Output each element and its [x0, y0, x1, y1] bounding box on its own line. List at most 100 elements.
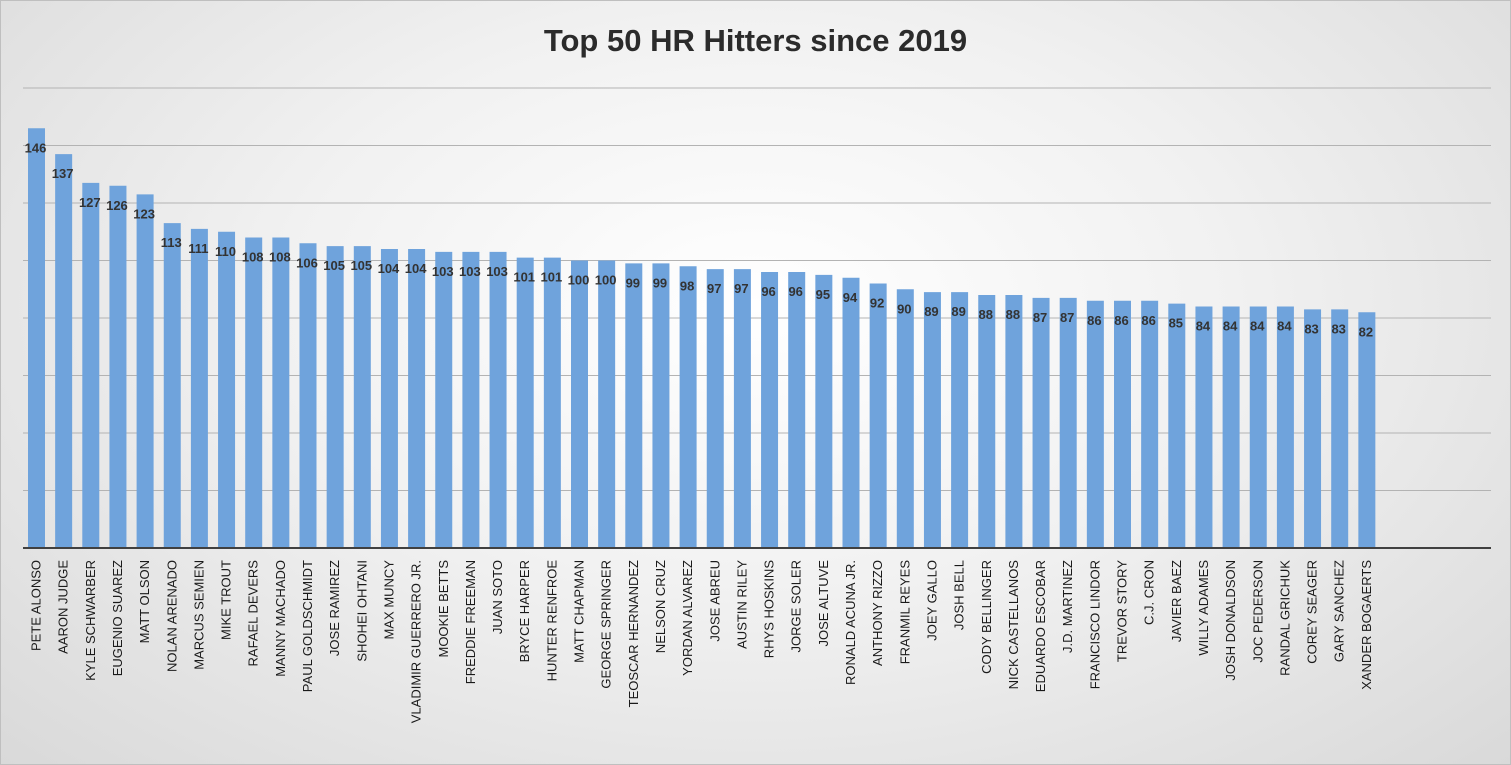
bar [625, 263, 643, 548]
x-tick-label: JUAN SOTO [490, 560, 505, 634]
bar [190, 228, 208, 548]
data-label: 146 [25, 140, 47, 155]
bar [1222, 306, 1240, 548]
bar [272, 237, 290, 548]
x-tick-label: RHYS HOSKINS [762, 560, 777, 659]
bar [380, 249, 398, 548]
bar [598, 260, 616, 548]
x-tick-label: COREY SEAGER [1305, 560, 1320, 664]
bar [1358, 312, 1376, 548]
data-label: 87 [1060, 310, 1074, 325]
data-label: 84 [1223, 319, 1238, 334]
data-label: 105 [323, 258, 345, 273]
x-tick-label: MIKE TROUT [219, 560, 234, 640]
bar [652, 263, 670, 548]
chart-title: Top 50 HR Hitters since 2019 [543, 23, 968, 58]
x-tick-label: TEOSCAR HERNANDEZ [626, 560, 641, 707]
data-label: 103 [432, 264, 454, 279]
bar [869, 283, 887, 548]
bar [55, 154, 73, 548]
data-label: 103 [486, 264, 508, 279]
x-tick-label: MANNY MACHADO [273, 560, 288, 677]
bar [978, 295, 996, 548]
data-label: 87 [1033, 310, 1047, 325]
bar [815, 274, 833, 548]
x-tick-label: FREDDIE FREEMAN [463, 560, 478, 684]
data-label: 96 [761, 284, 775, 299]
data-label: 92 [870, 296, 884, 311]
bar [1195, 306, 1213, 548]
data-label: 85 [1169, 316, 1183, 331]
data-label: 113 [161, 235, 182, 250]
x-tick-label: CODY BELLINGER [979, 560, 994, 674]
data-label: 100 [568, 273, 590, 288]
x-tick-label: PETE ALONSO [29, 560, 44, 651]
x-tick-label: FRANCISCO LINDOR [1087, 560, 1102, 689]
x-tick-label: FRANMIL REYES [897, 560, 912, 665]
data-label: 101 [540, 270, 562, 285]
data-label: 90 [897, 301, 911, 316]
bar [435, 251, 453, 548]
data-label: 104 [378, 261, 400, 276]
bar [923, 292, 941, 548]
x-tick-label: TREVOR STORY [1115, 560, 1130, 662]
data-label: 108 [242, 250, 264, 265]
bar [1249, 306, 1267, 548]
data-label: 86 [1087, 313, 1101, 328]
data-label: 137 [52, 166, 74, 181]
x-tick-label: JOSE RAMIREZ [327, 560, 342, 656]
data-label: 104 [405, 261, 427, 276]
x-tick-label: AUSTIN RILEY [734, 560, 749, 649]
bar [489, 251, 507, 548]
data-label: 98 [680, 278, 694, 293]
data-label: 86 [1114, 313, 1128, 328]
bar [1304, 309, 1322, 548]
bar [571, 260, 588, 548]
x-tick-label: JOSH BELL [952, 560, 967, 630]
x-tick-label: KYLE SCHWARBER [83, 560, 98, 681]
x-tick-label: JOSE ALTUVE [816, 560, 831, 647]
x-tick-label: WILLY ADAMES [1196, 560, 1211, 656]
data-label: 101 [513, 270, 535, 285]
x-tick-label: AARON JUDGE [56, 560, 71, 654]
bar [733, 269, 751, 548]
bar [353, 246, 371, 548]
bar [788, 272, 806, 548]
bar [1114, 300, 1131, 548]
data-label: 110 [215, 244, 236, 259]
data-label: 97 [734, 281, 748, 296]
bar [326, 246, 344, 548]
bar [1005, 295, 1023, 548]
data-label: 108 [269, 250, 291, 265]
bar [1032, 297, 1050, 548]
bar [299, 243, 317, 548]
x-tick-label: PAUL GOLDSCHMIDT [300, 560, 315, 692]
x-tick-label: MOOKIE BETTS [436, 560, 451, 658]
data-label: 105 [350, 258, 372, 273]
bar [1168, 303, 1186, 548]
data-label: 84 [1196, 319, 1211, 334]
x-tick-label: EDUARDO ESCOBAR [1033, 560, 1048, 692]
x-tick-label: RAFAEL DEVERS [246, 560, 261, 667]
x-tick-label: BRYCE HARPER [517, 560, 532, 662]
bar [408, 249, 426, 548]
bar [82, 182, 100, 548]
bar [1059, 297, 1077, 548]
data-label: 82 [1359, 324, 1373, 339]
bar [679, 266, 697, 548]
x-tick-label: JOEY GALLO [924, 560, 939, 641]
x-tick-label: MAX MUNCY [381, 560, 396, 640]
bar [136, 194, 154, 548]
data-label: 97 [707, 281, 721, 296]
x-tick-label: JORGE SOLER [789, 560, 804, 652]
data-label: 127 [79, 195, 101, 210]
data-label: 99 [626, 275, 640, 290]
x-tick-label: NELSON CRUZ [653, 560, 668, 653]
data-label: 99 [653, 275, 667, 290]
x-tick-label: XANDER BOGAERTS [1359, 560, 1374, 690]
bar [543, 257, 561, 548]
x-tick-label: NICK CASTELLANOS [1006, 560, 1021, 690]
x-tick-label: NOLAN ARENADO [164, 560, 179, 672]
data-label: 123 [133, 206, 155, 221]
